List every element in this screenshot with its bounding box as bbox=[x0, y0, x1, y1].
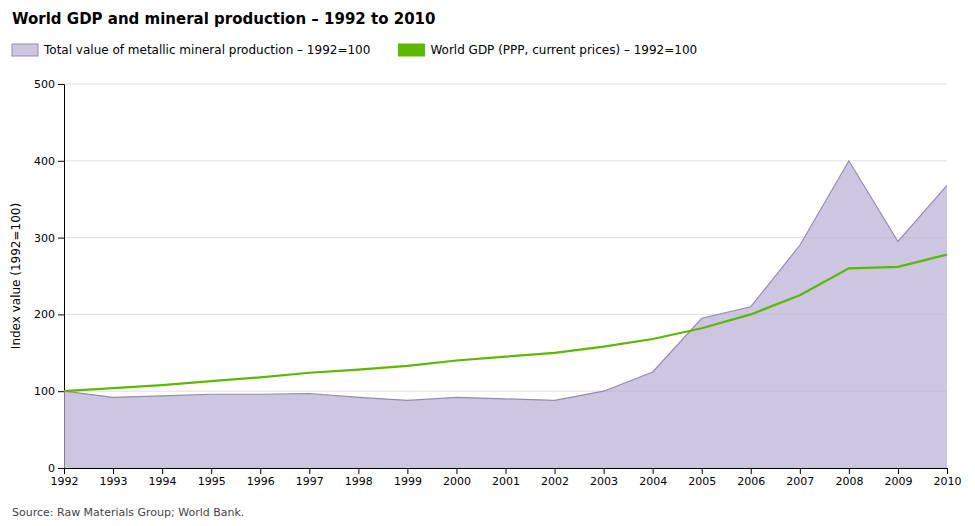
y-tick: 100 bbox=[34, 385, 64, 398]
x-tick-mark bbox=[555, 468, 556, 474]
x-tick-label: 1995 bbox=[198, 475, 226, 488]
grid bbox=[64, 84, 947, 468]
x-tick-mark bbox=[506, 468, 507, 474]
x-tick-mark bbox=[800, 468, 801, 474]
x-tick-mark bbox=[309, 468, 310, 474]
y-tick-label: 200 bbox=[34, 308, 55, 321]
y-tick-label: 500 bbox=[34, 78, 55, 91]
legend-item: World GDP (PPP, current prices) – 1992=1… bbox=[398, 43, 697, 57]
line bbox=[64, 161, 947, 401]
x-tick: 2009 bbox=[884, 468, 912, 488]
x-axis-line bbox=[65, 469, 948, 475]
x-tick: 1999 bbox=[394, 468, 422, 488]
x-tick-mark bbox=[162, 468, 163, 474]
y-tick-label: 0 bbox=[48, 462, 55, 475]
x-tick: 2006 bbox=[737, 468, 765, 488]
y-tick: 300 bbox=[34, 232, 64, 245]
x-tick: 1997 bbox=[296, 468, 324, 488]
x-tick-label: 1996 bbox=[247, 475, 275, 488]
x-axis: 1992 1993 1994 1995 1996 1997 1998 1999 2000 2001… bbox=[51, 468, 962, 488]
y-tick-label: 100 bbox=[34, 385, 55, 398]
x-tick: 2004 bbox=[639, 468, 667, 488]
x-tick: 1998 bbox=[345, 468, 373, 488]
marks bbox=[64, 161, 947, 468]
y-tick: 400 bbox=[34, 155, 64, 168]
x-tick: 2001 bbox=[492, 468, 520, 488]
source: Source: Raw Materials Group; World Bank. bbox=[12, 506, 244, 519]
x-tick: 1994 bbox=[149, 468, 177, 488]
legend-label: Total value of metallic mineral producti… bbox=[43, 43, 370, 57]
legend-label: World GDP (PPP, current prices) – 1992=1… bbox=[430, 43, 697, 57]
x-tick-label: 2006 bbox=[737, 475, 765, 488]
x-tick-mark bbox=[113, 468, 114, 474]
x-tick-mark bbox=[751, 468, 752, 474]
y-tick-label: 300 bbox=[34, 232, 55, 245]
x-tick: 2002 bbox=[541, 468, 569, 488]
x-tick: 2005 bbox=[688, 468, 716, 488]
grid-line bbox=[64, 84, 947, 85]
legend: Total value of metallic mineral producti… bbox=[12, 43, 697, 57]
plot: 1992199319941995199619971998199920002001… bbox=[34, 78, 962, 488]
x-tick-label: 2004 bbox=[639, 475, 667, 488]
chart: 1992199319941995199619971998199920002001… bbox=[0, 0, 975, 526]
x-tick-label: 1997 bbox=[296, 475, 324, 488]
x-tick-mark bbox=[260, 468, 261, 474]
y-axis: 0 100 200 300 400 500 bbox=[34, 78, 65, 475]
x-tick: 2010 bbox=[934, 468, 962, 488]
x-tick-mark bbox=[898, 468, 899, 474]
x-tick: 2003 bbox=[590, 468, 618, 488]
x-tick-label: 1999 bbox=[394, 475, 422, 488]
y-tick-mark bbox=[58, 314, 64, 315]
line bbox=[64, 254, 947, 391]
x-tick: 1996 bbox=[247, 468, 275, 488]
y-tick-mark bbox=[58, 161, 64, 162]
y-tick-mark bbox=[58, 238, 64, 239]
y-tick-mark bbox=[58, 391, 64, 392]
x-tick-label: 2007 bbox=[786, 475, 814, 488]
x-tick-mark bbox=[456, 468, 457, 474]
x-tick-label: 2003 bbox=[590, 475, 618, 488]
x-tick-mark bbox=[358, 468, 359, 474]
x-tick-mark bbox=[702, 468, 703, 474]
x-tick-label: 1994 bbox=[149, 475, 177, 488]
x-tick: 1993 bbox=[100, 468, 128, 488]
y-tick-label: 400 bbox=[34, 155, 55, 168]
y-axis-title: Index value (1992=100) bbox=[9, 203, 23, 349]
title: World GDP and mineral production – 1992 … bbox=[12, 10, 435, 28]
x-tick-mark bbox=[849, 468, 850, 474]
x-tick-label: 2008 bbox=[835, 475, 863, 488]
legend-swatch bbox=[398, 44, 424, 56]
y-tick-mark bbox=[58, 84, 64, 85]
x-tick-mark bbox=[653, 468, 654, 474]
y-tick-mark bbox=[58, 468, 64, 469]
x-tick: 2000 bbox=[443, 468, 471, 488]
legend-swatch bbox=[12, 44, 38, 56]
area bbox=[64, 161, 947, 468]
x-tick-mark bbox=[947, 468, 948, 474]
x-tick-label: 2010 bbox=[934, 475, 962, 488]
x-tick-mark bbox=[407, 468, 408, 474]
y-tick: 200 bbox=[34, 308, 64, 321]
x-tick: 2007 bbox=[786, 468, 814, 488]
x-tick-label: 2001 bbox=[492, 475, 520, 488]
legend-item: Total value of metallic mineral producti… bbox=[12, 43, 370, 57]
y-axis-line bbox=[58, 85, 65, 469]
x-tick-label: 1993 bbox=[100, 475, 128, 488]
x-tick: 1995 bbox=[198, 468, 226, 488]
y-tick: 500 bbox=[34, 78, 64, 91]
x-tick-label: 1998 bbox=[345, 475, 373, 488]
x-tick-mark bbox=[604, 468, 605, 474]
y-tick: 0 bbox=[48, 462, 64, 475]
x-tick-label: 1992 bbox=[51, 475, 79, 488]
x-tick-label: 2005 bbox=[688, 475, 716, 488]
x-tick-mark bbox=[211, 468, 212, 474]
x-tick-label: 2002 bbox=[541, 475, 569, 488]
x-tick: 2008 bbox=[835, 468, 863, 488]
grid-line bbox=[64, 160, 947, 161]
x-tick-label: 2009 bbox=[884, 475, 912, 488]
x-tick-label: 2000 bbox=[443, 475, 471, 488]
